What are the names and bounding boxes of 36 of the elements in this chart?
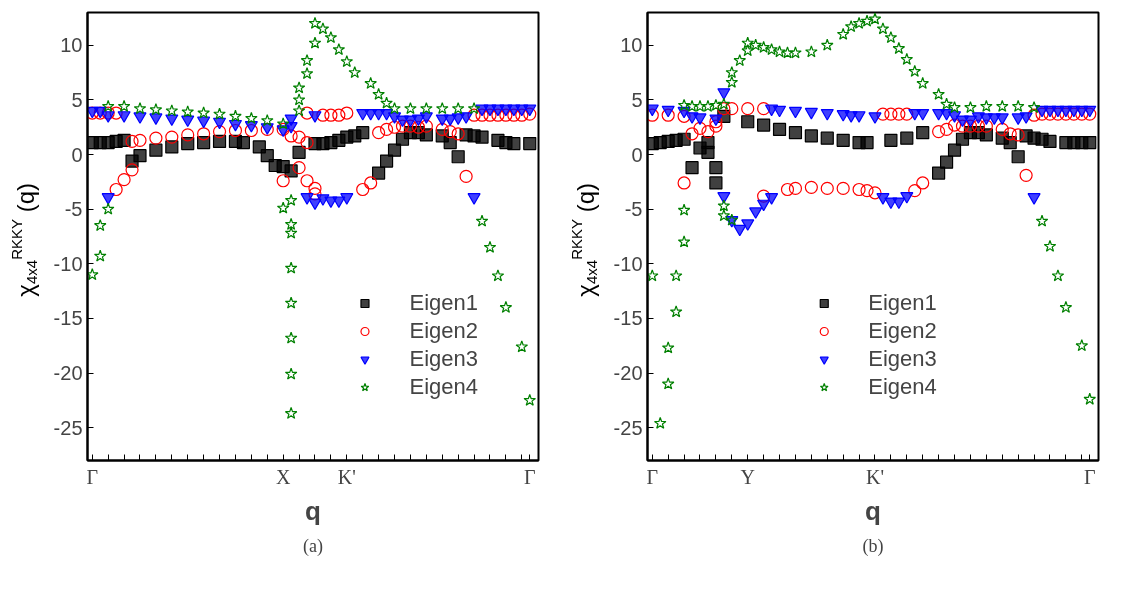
text: (b) <box>862 535 884 557</box>
y-tick-label: -25 <box>613 416 643 439</box>
x-axis-title: q <box>865 495 881 526</box>
x-tick-label: X <box>275 465 291 488</box>
y-tick-label: -15 <box>613 307 643 330</box>
x-tick-label: Γ <box>86 465 99 488</box>
legend-label: Eigen2 <box>868 318 937 344</box>
y-tick-label: -10 <box>613 252 643 275</box>
y-tick-label: -20 <box>53 362 83 385</box>
y-tick-label: 5 <box>631 88 643 111</box>
y-tick-label: 5 <box>71 88 83 111</box>
y-tick-label: -25 <box>53 416 83 439</box>
y-tick-label: -5 <box>624 198 643 221</box>
text: (a) <box>303 535 323 557</box>
y-tick-label: 0 <box>631 143 643 166</box>
y-tick-label: 10 <box>620 34 643 57</box>
x-tick-label: Γ <box>523 465 536 488</box>
x-tick-label: K' <box>865 465 885 488</box>
y-tick-label: -15 <box>53 307 83 330</box>
y-tick-label: -5 <box>64 198 83 221</box>
legend-label: Eigen4 <box>409 374 478 400</box>
y-tick-label: -10 <box>53 252 83 275</box>
legend-label: Eigen1 <box>868 290 937 316</box>
legend-label: Eigen1 <box>409 290 478 316</box>
x-tick-label: Y <box>740 465 755 488</box>
y-tick-label: -20 <box>613 362 643 385</box>
x-axis-title: q <box>305 495 321 526</box>
legend-label: Eigen3 <box>868 346 937 372</box>
x-tick-label: K' <box>337 465 356 488</box>
y-tick-label: 10 <box>60 34 83 57</box>
x-tick-label: Γ <box>646 465 659 488</box>
legend-label: Eigen4 <box>868 374 937 400</box>
x-tick-label: Γ <box>1083 465 1096 488</box>
legend-label: Eigen2 <box>409 318 478 344</box>
legend-label: Eigen3 <box>409 346 478 372</box>
y-tick-label: 0 <box>71 143 83 166</box>
